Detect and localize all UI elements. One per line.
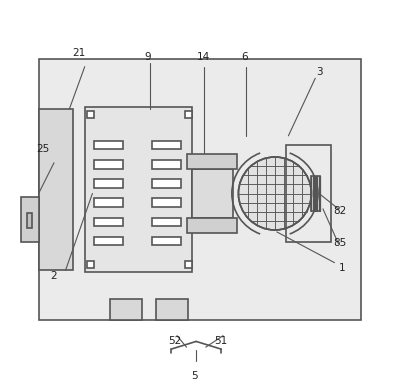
Text: 21: 21 xyxy=(72,48,86,58)
Bar xyxy=(39,109,73,271)
Bar xyxy=(152,218,181,226)
Bar xyxy=(186,154,236,168)
Circle shape xyxy=(238,157,312,230)
Text: 25: 25 xyxy=(36,144,49,154)
Bar xyxy=(94,141,123,149)
Bar xyxy=(152,179,181,188)
Bar xyxy=(21,197,39,241)
Bar xyxy=(110,299,142,320)
Text: 51: 51 xyxy=(214,336,228,346)
Text: 82: 82 xyxy=(334,206,347,216)
Bar xyxy=(94,237,123,245)
Bar xyxy=(88,111,94,118)
Bar xyxy=(192,168,233,219)
Text: 3: 3 xyxy=(316,67,322,77)
Text: 52: 52 xyxy=(168,336,182,346)
Bar xyxy=(156,299,188,320)
Bar xyxy=(152,237,181,245)
Text: 6: 6 xyxy=(241,52,248,62)
Bar xyxy=(185,261,192,268)
Bar xyxy=(152,160,181,168)
Bar xyxy=(286,146,331,241)
Bar xyxy=(85,107,192,272)
Text: 85: 85 xyxy=(334,238,347,248)
Bar xyxy=(94,218,123,226)
Bar xyxy=(39,59,361,320)
Bar xyxy=(312,176,320,211)
Text: 14: 14 xyxy=(196,52,210,62)
Bar xyxy=(152,199,181,207)
Bar xyxy=(152,141,181,149)
Bar xyxy=(185,111,192,118)
Text: 5: 5 xyxy=(191,371,198,381)
Text: 1: 1 xyxy=(339,264,346,274)
Bar xyxy=(88,261,94,268)
Bar xyxy=(94,199,123,207)
Text: 9: 9 xyxy=(145,52,152,62)
Bar xyxy=(94,160,123,168)
Bar xyxy=(94,179,123,188)
Bar xyxy=(27,213,32,228)
Text: 2: 2 xyxy=(51,271,57,281)
Bar xyxy=(186,219,236,233)
